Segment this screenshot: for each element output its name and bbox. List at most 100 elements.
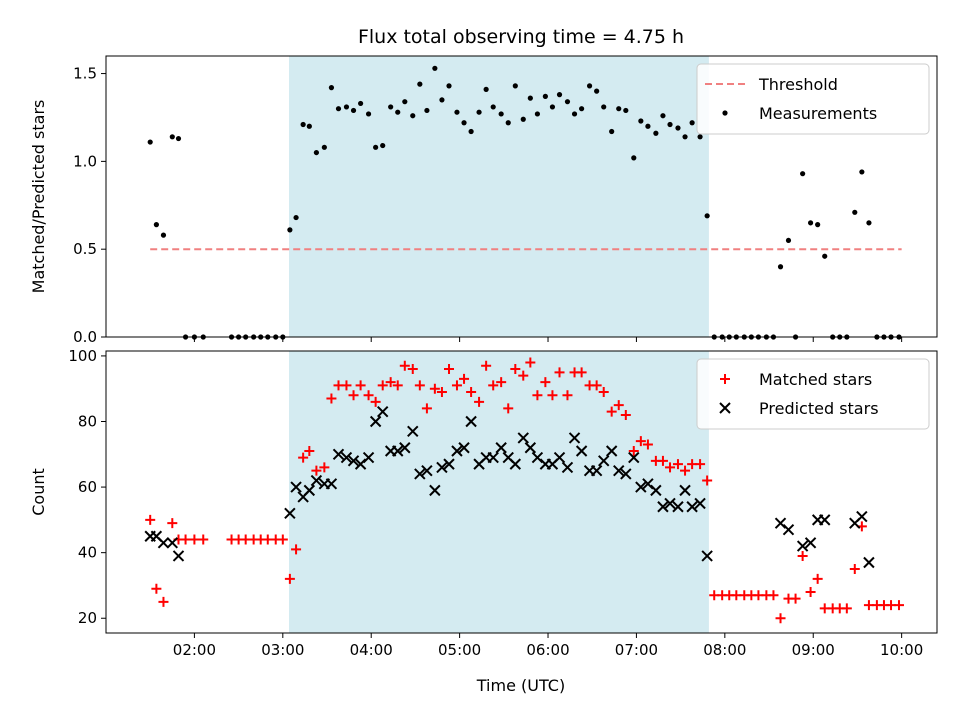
axes-frame — [105, 350, 938, 634]
data-point — [490, 104, 496, 110]
data-point — [358, 100, 364, 107]
data-point — [689, 120, 695, 126]
data-point — [695, 459, 706, 470]
legend-marker — [719, 402, 731, 414]
data-point — [812, 573, 823, 584]
data-point — [679, 484, 691, 497]
data-point — [701, 550, 713, 562]
data-point — [805, 587, 816, 598]
x-tick-label: 07:00 — [615, 641, 658, 659]
data-point — [172, 550, 185, 562]
data-point — [704, 213, 710, 219]
data-point — [650, 484, 662, 497]
data-point — [568, 432, 581, 444]
data-point — [628, 451, 640, 464]
data-point — [340, 451, 353, 464]
data-point — [169, 134, 175, 140]
data-point — [866, 220, 872, 226]
data-point — [407, 425, 419, 438]
data-point — [468, 128, 474, 135]
data-point — [439, 97, 445, 103]
y-tick-label: 0.0 — [73, 328, 97, 346]
data-point — [510, 364, 521, 375]
data-point — [436, 461, 448, 474]
x-tick-label: 05:00 — [438, 641, 481, 659]
data-point — [571, 111, 578, 117]
data-point — [377, 380, 388, 391]
data-point — [313, 149, 320, 156]
data-point — [277, 534, 288, 545]
data-point — [167, 518, 178, 529]
data-point — [151, 583, 162, 594]
data-point — [590, 464, 603, 477]
data-point — [797, 550, 808, 561]
y-tick-label: 0.5 — [73, 240, 97, 258]
data-point — [556, 92, 563, 98]
data-point — [325, 478, 338, 490]
data-point — [549, 104, 556, 110]
data-point — [392, 445, 404, 457]
data-point — [424, 107, 430, 114]
y-tick-label: 100 — [68, 347, 97, 365]
data-point — [147, 139, 153, 145]
data-point — [459, 373, 470, 384]
data-point — [402, 99, 408, 105]
data-point — [534, 111, 541, 117]
data-point — [509, 458, 522, 470]
data-point — [158, 596, 169, 607]
data-point — [598, 455, 610, 467]
data-point — [166, 537, 179, 549]
data-point — [540, 377, 551, 388]
data-point — [293, 214, 299, 221]
x-tick-label: 02:00 — [173, 641, 216, 659]
data-point — [304, 446, 315, 457]
data-point — [672, 459, 683, 470]
data-point — [532, 390, 543, 401]
legend-box — [696, 358, 930, 430]
data-point — [561, 461, 574, 474]
data-point — [575, 445, 588, 457]
data-point — [291, 544, 302, 555]
data-point — [638, 118, 644, 124]
data-point — [436, 386, 447, 397]
y-tick-label: 60 — [78, 478, 97, 496]
x-axis-label: Time (UTC) — [476, 676, 565, 695]
data-point — [601, 104, 607, 110]
data-point — [642, 439, 653, 450]
data-point — [395, 109, 401, 115]
legend-box — [696, 63, 930, 135]
legend-marker — [722, 110, 728, 116]
data-point — [768, 590, 779, 601]
data-point — [481, 360, 492, 371]
data-point — [660, 113, 666, 119]
data-point — [675, 125, 681, 131]
y-tick-label: 40 — [78, 544, 97, 562]
data-point — [311, 465, 322, 476]
data-point — [365, 111, 372, 117]
data-point — [822, 253, 828, 259]
data-point — [451, 445, 463, 457]
data-point — [609, 128, 615, 135]
data-point — [852, 209, 858, 215]
chart-title: Flux total observing time = 4.75 h — [358, 26, 684, 48]
y-tick-label: 1.5 — [73, 65, 97, 83]
y-axis-label: Count — [29, 468, 48, 516]
data-point — [287, 227, 293, 233]
data-point — [335, 106, 342, 112]
data-point — [606, 406, 617, 417]
data-point — [518, 370, 529, 381]
observing-span — [288, 351, 709, 633]
data-point — [785, 237, 792, 244]
data-point — [303, 484, 316, 497]
data-point — [800, 171, 806, 177]
data-point — [446, 83, 452, 89]
series-matched-stars — [145, 357, 904, 624]
data-point — [591, 380, 602, 391]
data-point — [525, 357, 536, 368]
axes-frame — [105, 55, 938, 338]
data-point — [145, 514, 156, 525]
data-point — [332, 448, 345, 460]
data-point — [369, 415, 382, 428]
data-point — [777, 264, 784, 270]
